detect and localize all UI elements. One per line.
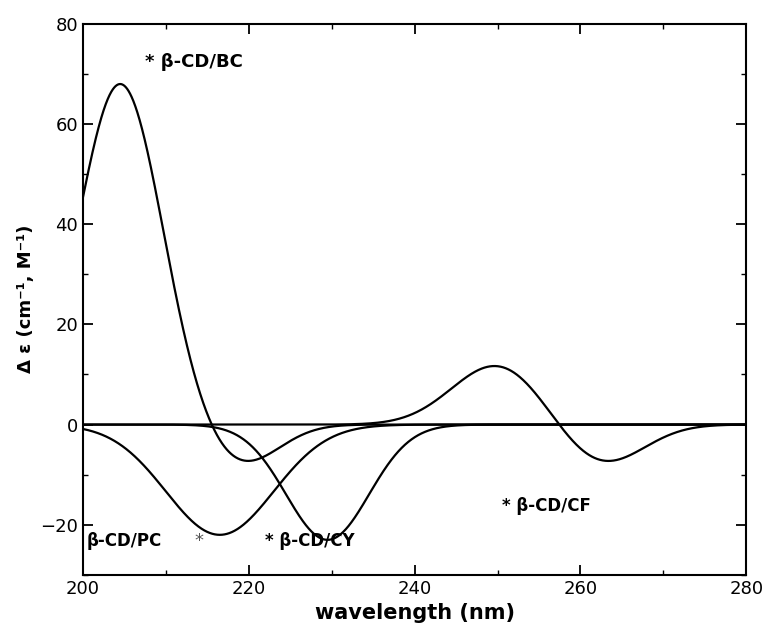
Text: *: * [195,532,204,550]
Text: β-CD/PC: β-CD/PC [87,532,162,550]
Text: * β-CD/CY: * β-CD/CY [265,532,355,550]
Text: * β-CD/CF: * β-CD/CF [502,497,590,515]
Y-axis label: Δ ε (cm⁻¹, M⁻¹): Δ ε (cm⁻¹, M⁻¹) [16,225,34,374]
Text: * β-CD/BC: * β-CD/BC [145,53,243,71]
X-axis label: wavelength (nm): wavelength (nm) [314,604,515,623]
